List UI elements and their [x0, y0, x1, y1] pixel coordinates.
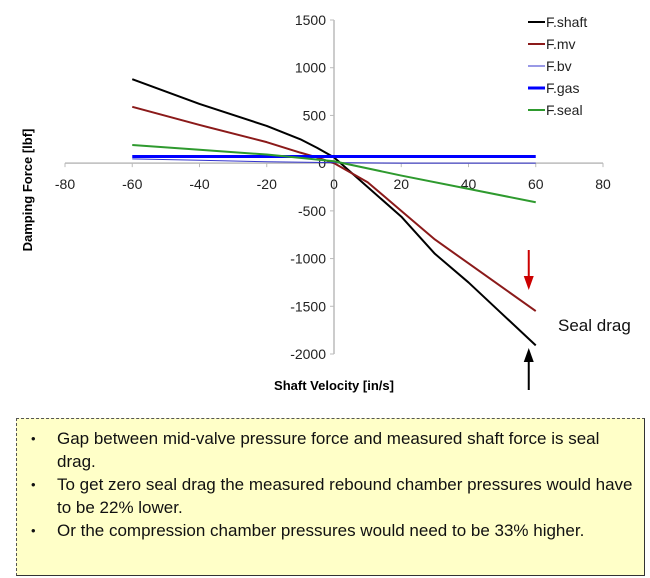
y-tick-label: 500 — [303, 107, 327, 123]
legend: F.shaft F.mv F.bv F.gas F.seal — [528, 14, 587, 118]
tick-labels: -80 -60 -40 -20 0 20 40 60 80150010005000-500-10… — [55, 12, 611, 362]
y-axis-label: Damping Force [lbf] — [20, 129, 35, 252]
damping-force-chart: -80 -60 -40 -20 0 20 40 60 80150010005000-500-10… — [20, 12, 611, 393]
notes-box: Gap between mid-valve pressure force and… — [16, 418, 645, 576]
x-tick-label: -40 — [189, 176, 209, 192]
legend-label: F.shaft — [546, 14, 587, 30]
y-tick-label: -500 — [298, 203, 326, 219]
black-arrowhead-icon — [523, 348, 534, 362]
legend-label: F.bv — [546, 58, 572, 74]
y-tick-label: 1500 — [295, 12, 326, 28]
note-item: Gap between mid-valve pressure force and… — [31, 427, 634, 473]
red-arrowhead-icon — [523, 276, 534, 290]
seal-drag-annotation: Seal drag — [558, 316, 631, 335]
annotations — [523, 250, 534, 390]
y-tick-label: -1000 — [290, 251, 326, 267]
legend-label: F.seal — [546, 102, 583, 118]
series-lines — [131, 78, 537, 347]
x-tick-label: 60 — [528, 176, 544, 192]
y-tick-label: 1000 — [295, 60, 326, 76]
series-line-f-seal — [132, 144, 536, 204]
x-tick-label: -20 — [257, 176, 277, 192]
legend-label: F.mv — [546, 36, 576, 52]
note-item: Or the compression chamber pressures wou… — [31, 519, 634, 542]
x-tick-label: -60 — [122, 176, 142, 192]
x-axis-label: Shaft Velocity [in/s] — [274, 378, 394, 393]
y-tick-label: -2000 — [290, 346, 326, 362]
x-tick-label: 80 — [595, 176, 611, 192]
y-tick-label: 0 — [318, 155, 326, 171]
note-item: To get zero seal drag the measured rebou… — [31, 473, 634, 519]
x-tick-label: -80 — [55, 176, 75, 192]
x-tick-label: 0 — [330, 176, 338, 192]
legend-label: F.gas — [546, 80, 579, 96]
x-tick-label: 20 — [393, 176, 409, 192]
series-line-f-bv — [132, 158, 536, 164]
y-tick-label: -1500 — [290, 298, 326, 314]
series-line-f-mv — [131, 105, 537, 312]
